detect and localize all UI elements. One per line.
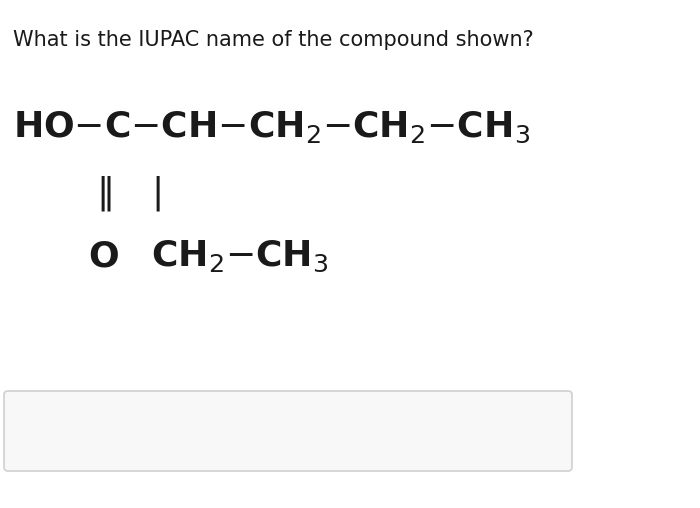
Text: CH$_2$$-$CH$_3$: CH$_2$$-$CH$_3$: [151, 239, 329, 274]
Text: $\|$: $\|$: [96, 174, 111, 212]
Text: HO$-$C$-$CH$-$CH$_2$$-$CH$_2$$-$CH$_3$: HO$-$C$-$CH$-$CH$_2$$-$CH$_2$$-$CH$_3$: [13, 109, 530, 145]
Text: O: O: [88, 240, 119, 273]
FancyBboxPatch shape: [4, 391, 572, 471]
Text: What is the IUPAC name of the compound shown?: What is the IUPAC name of the compound s…: [13, 30, 533, 50]
Text: $|$: $|$: [150, 174, 160, 212]
